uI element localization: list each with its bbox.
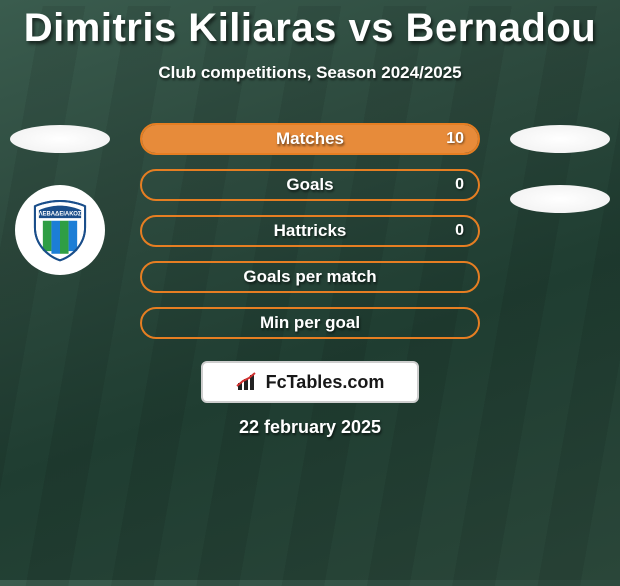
club-badge-left: ΛΕΒΑΔΕΙΑΚΟΣ — [15, 185, 105, 275]
stat-bar: Goals per match — [140, 261, 480, 293]
main-layout: ΛΕΒΑΔΕΙΑΚΟΣ Matches10Goals0Hattricks0Goa… — [0, 123, 620, 403]
stat-bar: Hattricks 0 — [140, 215, 480, 247]
page-title: Dimitris Kiliaras vs Bernadou — [0, 6, 620, 51]
stat-value: 0 — [455, 222, 464, 240]
stat-label: Goals per match — [243, 267, 376, 287]
brand-badge: FcTables.com — [201, 361, 419, 403]
stat-label: Goals — [286, 175, 333, 195]
bar-chart-icon — [236, 372, 260, 392]
shield-icon: ΛΕΒΑΔΕΙΑΚΟΣ — [27, 197, 93, 263]
flag-placeholder-right — [510, 125, 610, 153]
stat-label: Min per goal — [260, 313, 360, 333]
left-column: ΛΕΒΑΔΕΙΑΚΟΣ — [0, 123, 120, 403]
stat-bar: Matches 10 — [140, 123, 480, 155]
stat-label: Matches — [276, 129, 344, 149]
right-column — [500, 123, 620, 403]
flag-placeholder-left — [10, 125, 110, 153]
stat-label: Hattricks — [274, 221, 347, 241]
date-label: 22 february 2025 — [0, 417, 620, 438]
stats-column: Matches 10 Goals 0 Hattricks 0 Goals per match… — [120, 123, 500, 403]
stat-bar: Goals 0 — [140, 169, 480, 201]
brand-text: FcTables.com — [266, 372, 385, 393]
stat-bar: Min per goal — [140, 307, 480, 339]
stat-value: 0 — [455, 176, 464, 194]
club-badge-text: ΛΕΒΑΔΕΙΑΚΟΣ — [39, 211, 82, 217]
page-subtitle: Club competitions, Season 2024/2025 — [0, 63, 620, 83]
club-placeholder-right — [510, 185, 610, 213]
stat-value: 10 — [446, 130, 464, 148]
